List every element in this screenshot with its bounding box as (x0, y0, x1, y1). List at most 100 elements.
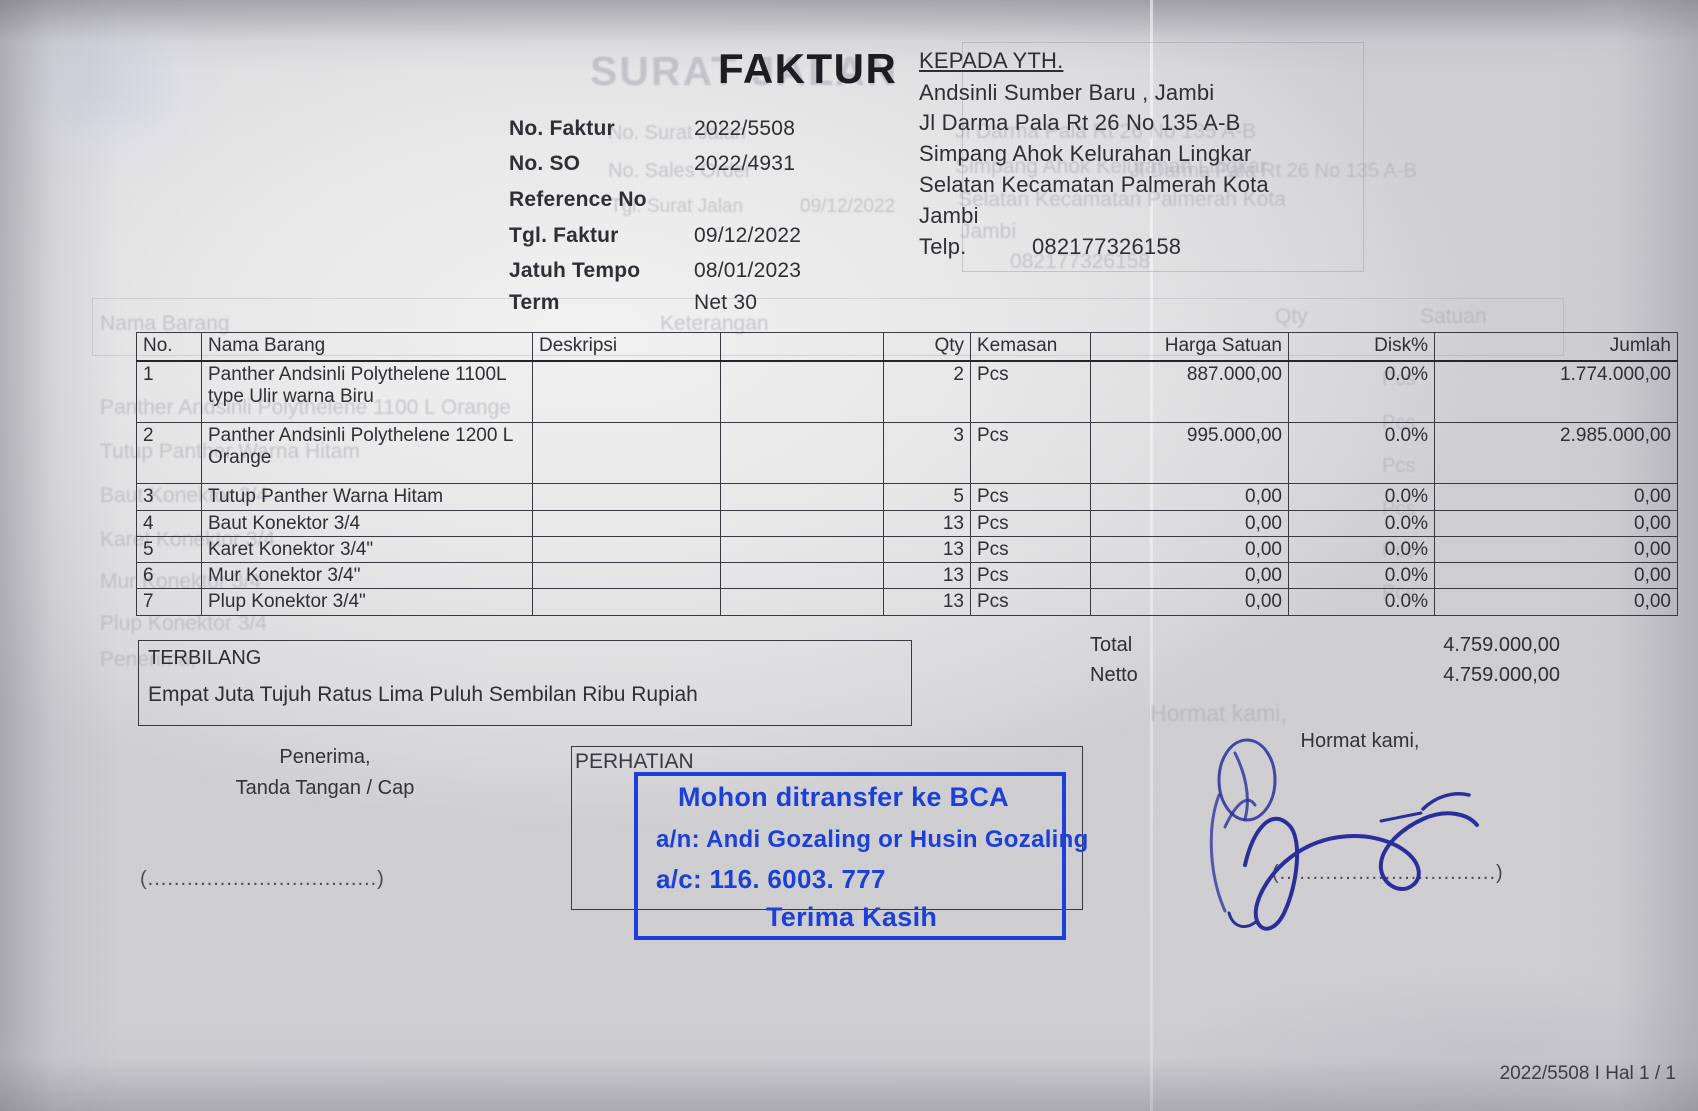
cell-deskripsi (532, 483, 721, 511)
document-title: FAKTUR (718, 45, 898, 92)
cell-harga: 0,00 (1090, 535, 1289, 564)
cell-kemasan: Pcs (970, 360, 1091, 424)
cell-diskon: 0.0% (1288, 588, 1435, 616)
recipient-address-line: Simpang Ahok Kelurahan Lingkar (919, 141, 1252, 166)
cell-nama: Karet Konektor 3/4" (201, 535, 533, 564)
label-tgl-faktur: Tgl. Faktur (509, 224, 619, 247)
cell-kemasan: Pcs (970, 562, 1091, 590)
line-items-table: No. Nama Barang Deskripsi Qty Kemasan Ha… (136, 332, 1678, 616)
cell-diskon: 0.0% (1288, 422, 1435, 485)
cell-jumlah: 0,00 (1434, 483, 1678, 511)
cell-nama: Tutup Panther Warna Hitam (201, 483, 533, 511)
table-row: 6 Mur Konektor 3/4" 13 Pcs 0,00 0.0% 0,0… (136, 562, 1678, 590)
table-row: 1 Panther Andsinli Polythelene 1100L typ… (136, 360, 1678, 424)
cell-diskon: 0.0% (1288, 562, 1435, 590)
recipient-address-line: Jambi (919, 203, 979, 228)
cell-harga: 995.000,00 (1090, 422, 1289, 485)
cell-no: 3 (136, 483, 202, 511)
cell-nama: Mur Konektor 3/4" (201, 562, 533, 590)
recipient-address-line: Selatan Kecamatan Palmerah Kota (919, 172, 1269, 197)
cell-kemasan: Pcs (970, 509, 1091, 537)
cell-harga: 0,00 (1090, 483, 1289, 511)
cell-qty: 13 (883, 509, 971, 537)
cell-jumlah: 2.985.000,00 (1434, 422, 1678, 485)
recipient-heading: KEPADA YTH. (919, 48, 1064, 73)
scan-shadow-bottom (0, 1021, 1698, 1111)
receiver-sublabel: Tanda Tangan / Cap (235, 777, 415, 799)
cell-diskon: 0.0% (1288, 360, 1435, 424)
col-jumlah: Jumlah (1434, 332, 1678, 363)
netto-label: Netto (1090, 664, 1138, 686)
cell-diskon: 0.0% (1288, 509, 1435, 537)
stamp-line-bank: Mohon ditransfer ke BCA (678, 782, 1009, 812)
cell-blank (720, 562, 884, 590)
recipient-name: Andsinli Sumber Baru , Jambi (919, 80, 1215, 105)
label-reference-no: Reference No (509, 188, 647, 211)
terbilang-text: Empat Juta Tujuh Ratus Lima Puluh Sembil… (148, 683, 698, 706)
scan-shadow-top (0, 0, 1698, 70)
col-kemasan: Kemasan (970, 332, 1091, 363)
col-deskripsi: Deskripsi (532, 332, 721, 363)
cell-nama: Baut Konektor 3/4 (201, 509, 533, 537)
bank-transfer-stamp: Mohon ditransfer ke BCA a/n: Andi Gozali… (634, 772, 1088, 940)
perhatian-box (571, 746, 1083, 910)
cell-nama: Plup Konektor 3/4" (201, 588, 533, 616)
paper-smudge (1180, 980, 1698, 1111)
table-row: 7 Plup Konektor 3/4" 13 Pcs 0,00 0.0% 0,… (136, 588, 1678, 616)
cell-qty: 5 (883, 483, 971, 511)
cell-kemasan: Pcs (970, 535, 1091, 564)
cell-no: 6 (136, 562, 202, 590)
value-no-so: 2022/4931 (694, 152, 796, 175)
cell-deskripsi (532, 360, 721, 424)
cell-no: 5 (136, 535, 202, 564)
cell-kemasan: Pcs (970, 588, 1091, 616)
cell-qty: 13 (883, 535, 971, 564)
perhatian-label: PERHATIAN (575, 750, 694, 773)
scan-shadow-left (0, 0, 120, 1111)
cell-qty: 3 (883, 422, 971, 485)
cell-nama: Panther Andsinli Polythelene 1200 L Oran… (201, 422, 533, 485)
cell-kemasan: Pcs (970, 483, 1091, 511)
col-nama: Nama Barang (201, 332, 533, 363)
netto-row: Netto 4.759.000,00 (1090, 664, 1560, 687)
totals-block: Total 4.759.000,00 Netto 4.759.000,00 (1090, 634, 1560, 694)
cell-deskripsi (532, 509, 721, 537)
value-jatuh-tempo: 08/01/2023 (694, 259, 802, 282)
terbilang-heading: TERBILANG (148, 647, 262, 669)
cell-blank (720, 535, 884, 564)
col-diskon: Disk% (1288, 332, 1435, 363)
total-label: Total (1090, 634, 1133, 656)
receiver-signature-dots: (...................................) (140, 868, 385, 890)
label-no-faktur: No. Faktur (509, 117, 615, 140)
recipient-phone-label: Telp. (919, 234, 967, 259)
sender-signature-dots: (.................................) (1272, 862, 1504, 884)
line-items-table-wrapper: No. Nama Barang Deskripsi Qty Kemasan Ha… (136, 332, 1678, 616)
cell-nama: Panther Andsinli Polythelene 1100L type … (201, 360, 533, 424)
cell-deskripsi (532, 588, 721, 616)
recipient-phone-value: 082177326158 (1032, 234, 1182, 259)
cell-diskon: 0.0% (1288, 535, 1435, 564)
cell-harga: 0,00 (1090, 588, 1289, 616)
footer-page-reference: 2022/5508 I Hal 1 / 1 (1499, 1063, 1676, 1084)
value-no-faktur: 2022/5508 (694, 117, 796, 140)
cell-qty: 13 (883, 588, 971, 616)
cell-kemasan: Pcs (970, 422, 1091, 485)
cell-harga: 0,00 (1090, 509, 1289, 537)
cell-jumlah: 0,00 (1434, 588, 1678, 616)
cell-qty: 2 (883, 360, 971, 424)
cell-jumlah: 0,00 (1434, 509, 1678, 537)
label-no-so: No. SO (509, 152, 581, 175)
cell-deskripsi (532, 422, 721, 485)
table-row: 2 Panther Andsinli Polythelene 1200 L Or… (136, 422, 1678, 485)
label-term: Term (509, 291, 560, 314)
cell-jumlah: 1.774.000,00 (1434, 360, 1678, 424)
cell-jumlah: 0,00 (1434, 562, 1678, 590)
cell-harga: 887.000,00 (1090, 360, 1289, 424)
cell-no: 2 (136, 422, 202, 485)
stamp-line-thanks: Terima Kasih (766, 902, 938, 932)
total-row: Total 4.759.000,00 (1090, 634, 1560, 657)
cell-blank (720, 422, 884, 485)
table-row: 4 Baut Konektor 3/4 13 Pcs 0,00 0.0% 0,0… (136, 509, 1678, 537)
cell-blank (720, 483, 884, 511)
